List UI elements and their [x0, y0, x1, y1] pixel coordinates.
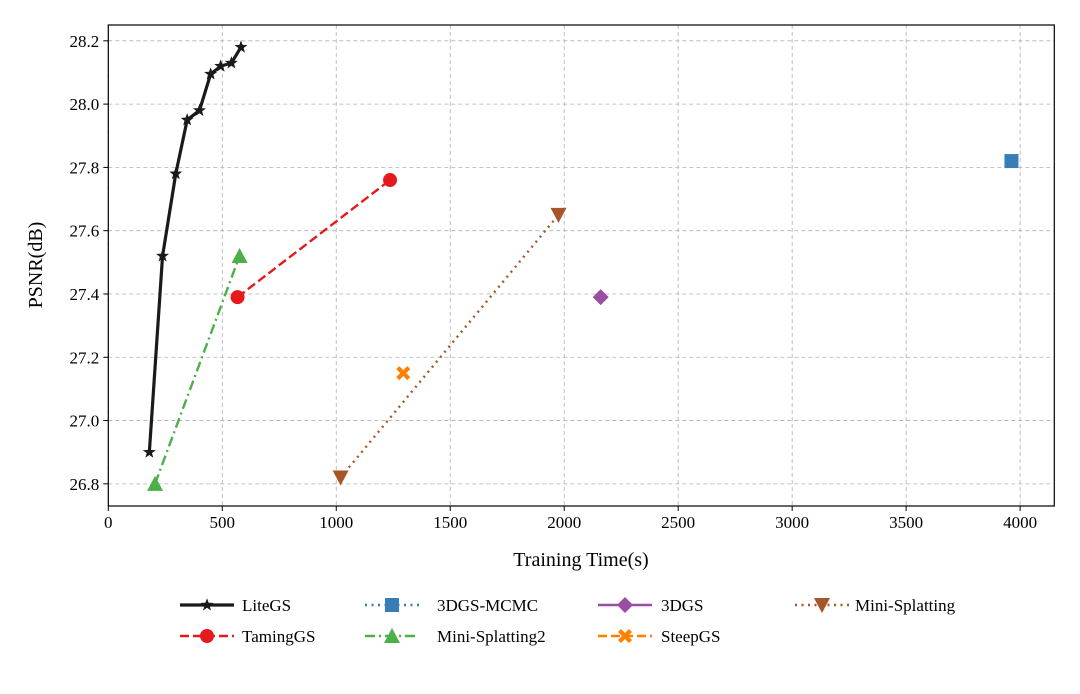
data-point	[156, 249, 170, 262]
y-tick-label: 27.6	[70, 222, 100, 241]
legend-marker	[617, 597, 633, 613]
x-tick-label: 3500	[889, 513, 923, 532]
legend-label: TamingGS	[242, 627, 315, 646]
legend: LiteGS TamingGS 3DGS-MCMC Mini-Splatting2 3D…	[180, 596, 956, 646]
x-tick-label: 500	[210, 513, 236, 532]
data-point	[592, 289, 609, 306]
y-tick-label: 26.8	[70, 475, 100, 494]
y-tick-label: 27.2	[70, 348, 100, 367]
grid	[107, 25, 1055, 506]
data-point	[142, 445, 156, 458]
legend-label: 3DGS	[661, 596, 704, 615]
y-tick-label: 27.8	[70, 158, 100, 177]
x-tick-label: 2500	[661, 513, 695, 532]
legend-item: SteepGS	[598, 627, 721, 646]
x-tick-label: 1000	[319, 513, 353, 532]
series-line	[236, 179, 391, 299]
data-point	[204, 67, 218, 80]
plot-frame	[107, 24, 1055, 507]
legend-label: LiteGS	[242, 596, 291, 615]
legend-label: Mini-Splatting2	[437, 627, 546, 646]
data-point	[550, 207, 567, 223]
x-axis-label: Training Time(s)	[513, 549, 648, 571]
data-point	[224, 56, 238, 69]
data-point	[193, 103, 206, 116]
x-tick-label: 3000	[775, 513, 809, 532]
data-point	[332, 470, 349, 486]
data-point	[214, 59, 228, 72]
series-mini-splatting2	[147, 248, 248, 491]
x-tick-label: 1500	[433, 513, 467, 532]
y-tick-label: 27.4	[70, 285, 100, 304]
y-axis-label: PSNR(dB)	[25, 222, 47, 309]
series-mini-splatting	[332, 207, 567, 486]
legend-label: 3DGS-MCMC	[437, 596, 538, 615]
x-tick-label: 4000	[1003, 513, 1037, 532]
series-layer	[142, 40, 1019, 491]
legend-marker	[814, 598, 830, 613]
data-point	[396, 366, 411, 381]
data-point	[169, 166, 183, 180]
legend-item: LiteGS	[180, 596, 291, 615]
data-point	[230, 290, 245, 305]
y-tick-label: 27.0	[70, 412, 100, 431]
data-point	[1004, 154, 1019, 169]
series-line	[147, 46, 243, 453]
ticks: 0 500 1000 1500 2000 2500 3000 3500 4000 26.8 27.0…	[70, 32, 1038, 532]
data-point	[383, 173, 398, 188]
x-tick-label: 2000	[547, 513, 581, 532]
series-taminggs	[230, 173, 398, 305]
series-3dgs	[592, 289, 609, 306]
legend-label: SteepGS	[661, 627, 721, 646]
series-line	[153, 255, 241, 485]
series-steepgs	[396, 366, 411, 381]
legend-item: Mini-Splatting2	[365, 627, 546, 646]
data-point	[231, 248, 248, 264]
y-tick-label: 28.2	[70, 32, 100, 51]
legend-marker	[385, 598, 399, 612]
legend-item: 3DGS-MCMC	[365, 596, 538, 615]
data-point	[234, 40, 248, 53]
data-point	[180, 113, 194, 126]
x-tick-label: 0	[104, 513, 113, 532]
y-tick-label: 28.0	[70, 95, 100, 114]
legend-item: Mini-Splatting	[795, 596, 956, 615]
series-3dgs-mcmc	[1004, 154, 1019, 169]
legend-item: TamingGS	[180, 627, 315, 646]
legend-marker	[200, 629, 214, 643]
series-litegs	[142, 40, 248, 458]
legend-item: 3DGS	[598, 596, 704, 615]
legend-marker	[200, 598, 214, 611]
legend-label: Mini-Splatting	[855, 596, 956, 615]
legend-marker	[618, 629, 632, 643]
series-line	[339, 214, 560, 479]
data-point	[147, 475, 164, 491]
legend-marker	[384, 628, 400, 643]
